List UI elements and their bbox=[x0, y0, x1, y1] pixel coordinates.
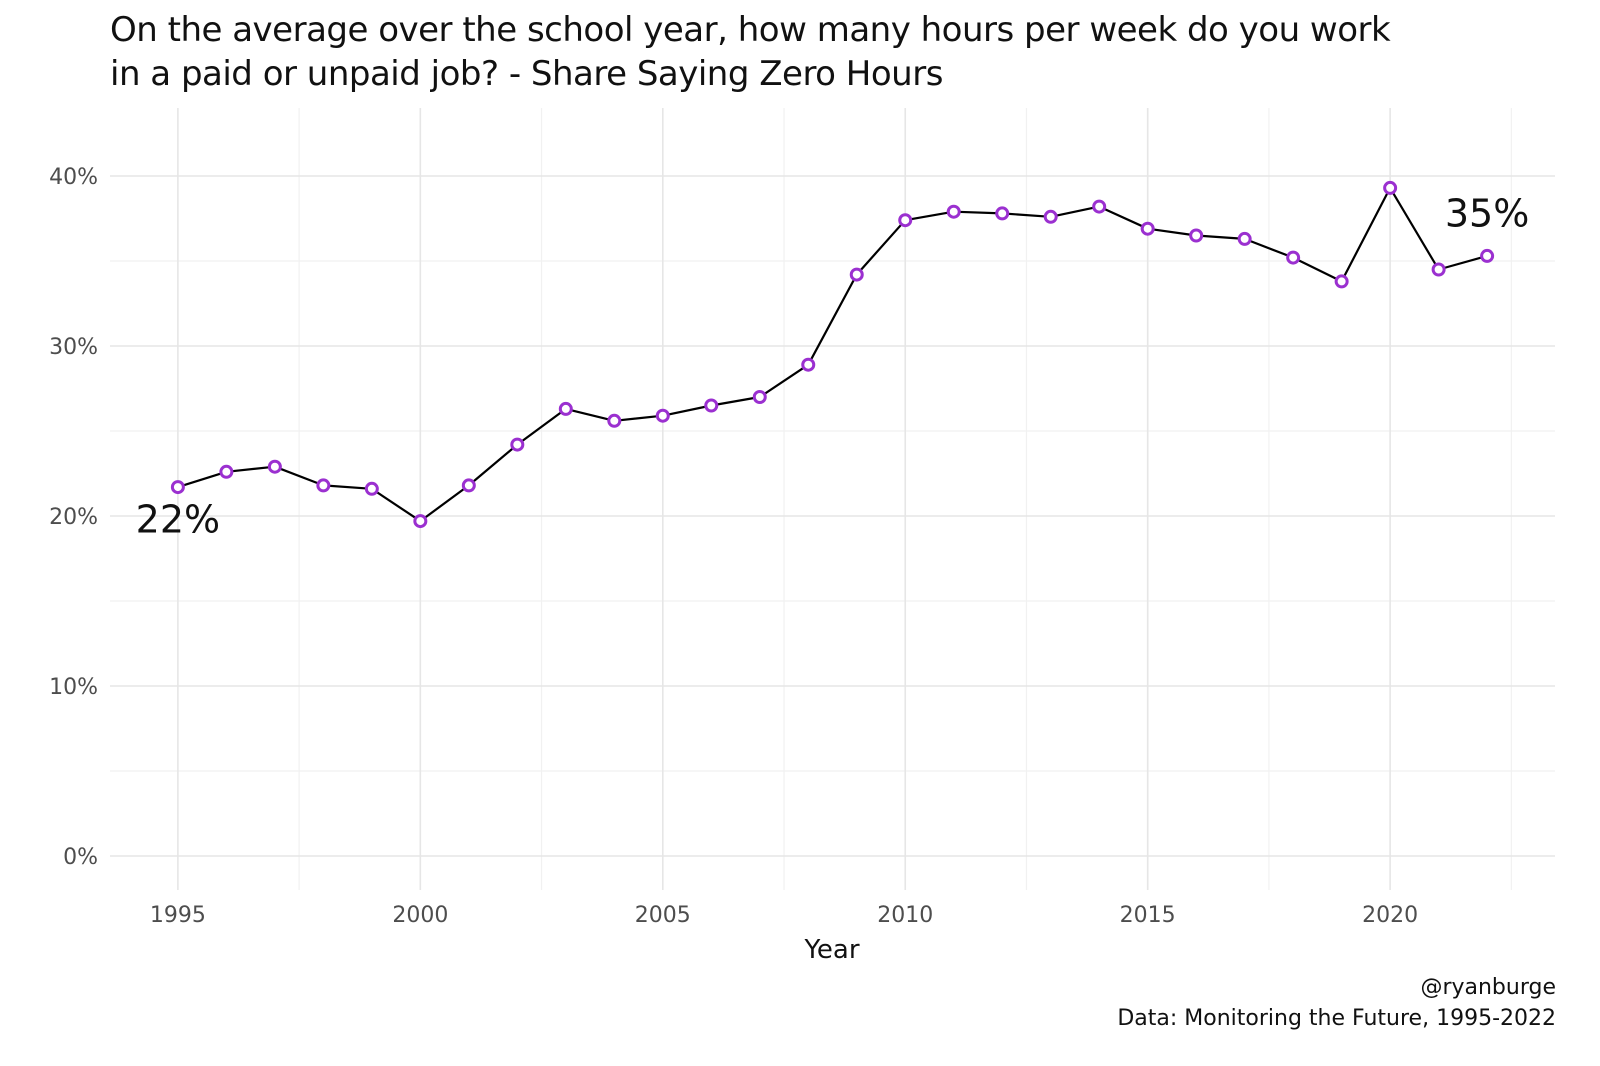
data-point bbox=[801, 357, 816, 372]
caption: @ryanburge Data: Monitoring the Future, … bbox=[1117, 972, 1556, 1034]
data-point bbox=[1286, 250, 1301, 265]
y-tick-label: 40% bbox=[49, 165, 98, 190]
data-point bbox=[1383, 180, 1398, 195]
data-point bbox=[558, 401, 573, 416]
annotation-layer: 22% 35% bbox=[136, 191, 1530, 541]
data-point bbox=[704, 398, 719, 413]
data-point bbox=[510, 437, 525, 452]
data-point bbox=[267, 459, 282, 474]
x-tick-label: 2005 bbox=[635, 903, 691, 928]
data-point bbox=[946, 204, 961, 219]
data-point bbox=[316, 478, 331, 493]
data-point bbox=[1431, 262, 1446, 277]
data-point bbox=[1140, 221, 1155, 236]
data-point bbox=[364, 481, 379, 496]
minor-gridlines bbox=[110, 108, 1555, 890]
y-tick-label: 0% bbox=[63, 845, 98, 870]
major-gridlines bbox=[110, 108, 1555, 890]
data-point bbox=[413, 514, 428, 529]
chart-title-line-1: On the average over the school year, how… bbox=[110, 10, 1391, 50]
data-point bbox=[1334, 274, 1349, 289]
data-point bbox=[995, 206, 1010, 221]
caption-author: @ryanburge bbox=[1420, 975, 1556, 1000]
data-point bbox=[1189, 228, 1204, 243]
y-tick-label: 10% bbox=[49, 675, 98, 700]
data-point bbox=[655, 408, 670, 423]
x-tick-label: 1995 bbox=[150, 903, 206, 928]
annotation-label: 35% bbox=[1445, 191, 1529, 235]
data-point bbox=[1043, 209, 1058, 224]
series-line bbox=[177, 186, 1488, 523]
caption-source: Data: Monitoring the Future, 1995-2022 bbox=[1117, 1006, 1556, 1031]
data-point bbox=[849, 267, 864, 282]
annotation-label: 22% bbox=[136, 497, 220, 541]
x-tick-label: 2000 bbox=[392, 903, 448, 928]
data-point bbox=[898, 213, 913, 228]
x-tick-label: 2015 bbox=[1120, 903, 1176, 928]
series-layer bbox=[170, 180, 1495, 529]
x-axis-title: Year bbox=[803, 935, 859, 965]
data-point bbox=[1092, 199, 1107, 214]
data-point bbox=[219, 464, 234, 479]
data-point bbox=[607, 413, 622, 428]
data-point bbox=[461, 478, 476, 493]
data-point bbox=[752, 390, 767, 404]
chart-title-line-2: in a paid or unpaid job? - Share Saying … bbox=[110, 54, 943, 94]
y-axis-tick-labels: 0% 10% 20% 30% 40% bbox=[49, 165, 98, 870]
x-tick-label: 2020 bbox=[1362, 903, 1418, 928]
y-tick-label: 20% bbox=[49, 505, 98, 530]
x-tick-label: 2010 bbox=[877, 903, 933, 928]
data-point bbox=[1237, 231, 1252, 246]
data-point bbox=[170, 480, 185, 495]
data-point bbox=[1480, 248, 1495, 263]
x-axis-tick-labels: 1995 2000 2005 2010 2015 2020 bbox=[150, 903, 1418, 928]
chart-title: On the average over the school year, how… bbox=[110, 8, 1510, 96]
y-tick-label: 30% bbox=[49, 335, 98, 360]
